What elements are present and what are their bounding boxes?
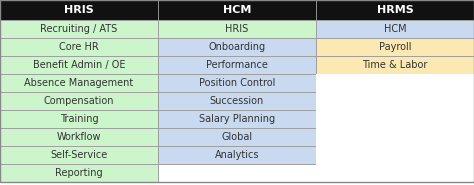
Text: HCM: HCM <box>383 24 406 34</box>
Bar <box>0 38 158 56</box>
Bar <box>158 128 316 146</box>
Bar <box>316 20 474 38</box>
Bar <box>0 74 158 92</box>
Bar <box>0 20 158 38</box>
Text: Salary Planning: Salary Planning <box>199 114 275 124</box>
Text: Benefit Admin / OE: Benefit Admin / OE <box>33 60 125 70</box>
Text: Global: Global <box>221 132 253 142</box>
Text: HRIS: HRIS <box>64 5 94 15</box>
Bar <box>0 56 158 74</box>
Text: HRMS: HRMS <box>377 5 413 15</box>
Bar <box>158 0 316 20</box>
Text: Core HR: Core HR <box>59 42 99 52</box>
Text: Onboarding: Onboarding <box>209 42 265 52</box>
Bar <box>316 164 474 182</box>
Text: Payroll: Payroll <box>379 42 411 52</box>
Bar <box>316 110 474 128</box>
Bar <box>0 128 158 146</box>
Bar <box>0 92 158 110</box>
Text: Recruiting / ATS: Recruiting / ATS <box>40 24 118 34</box>
Text: Performance: Performance <box>206 60 268 70</box>
Text: Absence Management: Absence Management <box>24 78 134 88</box>
Text: Self-Service: Self-Service <box>50 150 108 160</box>
Bar <box>0 164 158 182</box>
Bar <box>158 110 316 128</box>
Bar <box>158 38 316 56</box>
Bar <box>316 38 474 56</box>
Text: Position Control: Position Control <box>199 78 275 88</box>
Text: Time & Labor: Time & Labor <box>362 60 428 70</box>
Text: Reporting: Reporting <box>55 168 103 178</box>
Text: Training: Training <box>60 114 98 124</box>
Bar <box>316 74 474 92</box>
Bar <box>316 128 474 146</box>
Bar <box>158 74 316 92</box>
Bar <box>158 92 316 110</box>
Bar <box>158 164 316 182</box>
Bar <box>316 0 474 20</box>
Text: Analytics: Analytics <box>215 150 259 160</box>
Bar <box>158 146 316 164</box>
Text: Workflow: Workflow <box>57 132 101 142</box>
Bar <box>316 146 474 164</box>
Bar <box>0 110 158 128</box>
Bar <box>316 56 474 74</box>
Text: HCM: HCM <box>223 5 251 15</box>
Text: Compensation: Compensation <box>44 96 114 106</box>
Text: Succession: Succession <box>210 96 264 106</box>
Text: HRIS: HRIS <box>225 24 249 34</box>
Bar <box>316 92 474 110</box>
Bar <box>158 56 316 74</box>
Bar <box>0 146 158 164</box>
Bar <box>158 20 316 38</box>
Bar <box>0 0 158 20</box>
